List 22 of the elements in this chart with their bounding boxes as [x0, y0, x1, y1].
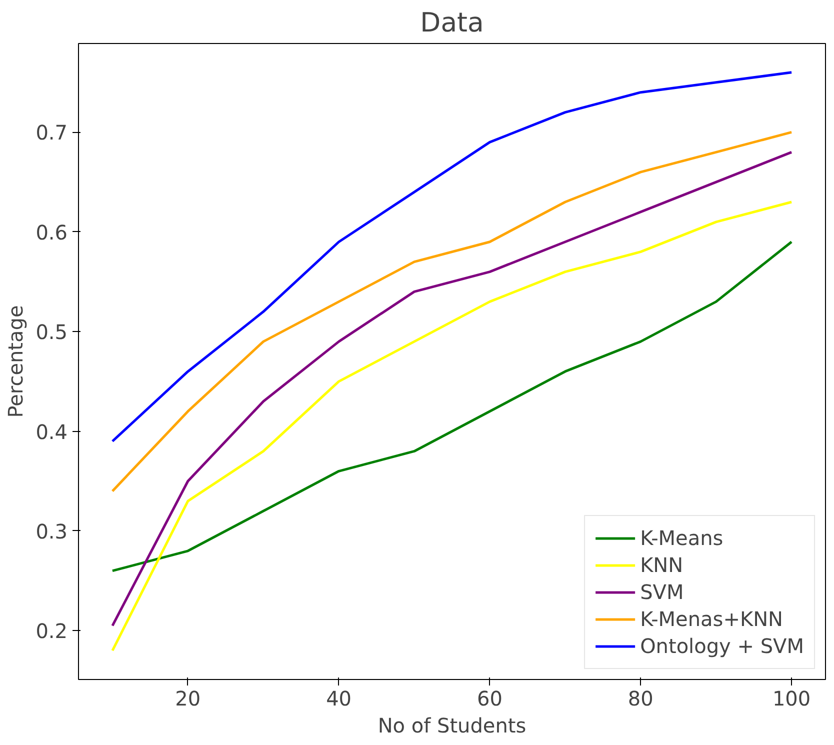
y-tick-label: 0.3	[36, 519, 68, 544]
y-axis-title: Percentage	[4, 305, 28, 418]
x-axis-title: No of Students	[378, 714, 526, 738]
line-series	[111, 71, 793, 442]
x-tick-label: 80	[628, 686, 654, 710]
y-tick-label: 0.2	[36, 619, 68, 644]
line-series	[111, 240, 793, 572]
legend-label: KNN	[640, 553, 684, 577]
x-tick-label: 100	[772, 686, 811, 710]
x-tick-label: 20	[175, 686, 201, 710]
chart-title: Data	[420, 8, 484, 38]
line-series	[111, 130, 793, 492]
y-tick-label: 0.4	[36, 420, 68, 444]
y-tick-label: 0.6	[36, 220, 68, 244]
legend-label: Ontology + SVM	[640, 634, 804, 658]
x-tick-label: 40	[326, 686, 352, 710]
y-tick-label: 0.5	[36, 320, 68, 344]
legend-label: K-Means	[640, 526, 724, 550]
legend-label: SVM	[640, 580, 684, 604]
y-tick-label: 0.7	[36, 120, 68, 145]
x-tick-label: 60	[477, 686, 502, 710]
legend-label: K-Menas+KNN	[640, 607, 784, 631]
